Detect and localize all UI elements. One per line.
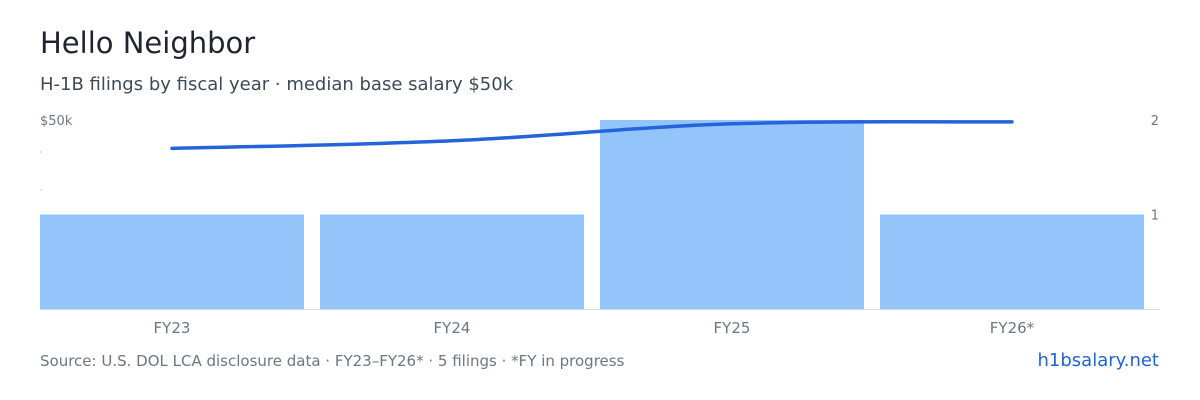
source-note: Source: U.S. DOL LCA disclosure data · F… <box>40 352 625 370</box>
x-tick-label: FY25 <box>714 319 751 337</box>
filings-bar <box>320 214 584 309</box>
x-tick-label: FY26* <box>990 319 1035 337</box>
right-axis-tick-label: 1 <box>1151 209 1159 224</box>
filings-bar <box>40 214 304 309</box>
x-tick-label: FY24 <box>434 319 471 337</box>
filings-bar <box>880 214 1144 309</box>
left-axis-minor-tick <box>40 151 42 153</box>
filings-bar <box>600 120 864 309</box>
site-link[interactable]: h1bsalary.net <box>1037 350 1159 371</box>
left-axis-minor-tick <box>40 189 42 191</box>
chart-title: Hello Neighbor <box>40 26 256 60</box>
chart-subtitle: H-1B filings by fiscal year · median bas… <box>40 74 514 95</box>
left-axis-tick-label: $50k <box>40 114 73 129</box>
x-tick-label: FY23 <box>154 319 191 337</box>
right-axis-tick-label: 2 <box>1151 114 1159 129</box>
median-salary-line <box>170 119 1014 151</box>
